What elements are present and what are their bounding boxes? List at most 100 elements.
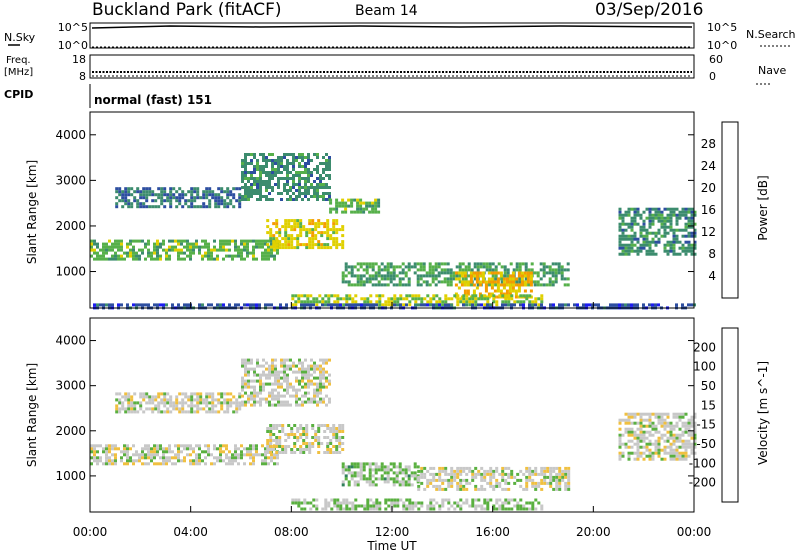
velocity-cell [148,395,152,399]
power-cell [153,257,156,261]
power-cell [411,294,415,298]
power-cell [639,234,643,238]
velocity-cell [214,410,218,414]
power-cell [322,186,325,189]
velocity-cell [305,424,309,427]
power-cell [177,242,180,246]
velocity-cell [272,433,276,436]
power-cell [241,195,244,198]
velocity-cell [648,439,652,443]
power-cell [642,243,646,247]
velocity-cell [338,439,342,442]
velocity-cell [202,398,206,402]
velocity-cell [627,415,631,419]
power-cell [193,205,197,209]
velocity-cell [181,392,185,396]
power-cell [687,222,691,226]
power-cell [477,303,480,307]
power-cell [478,271,482,275]
power-cell [425,280,429,284]
power-cell [187,205,191,209]
velocity-cell [666,430,670,434]
power-cell [494,265,498,269]
velocity-cell [99,459,102,463]
velocity-cell [687,442,691,446]
power-cell [309,300,313,304]
power-cell [437,280,441,284]
power-cell [283,168,286,171]
velocity-cell [690,418,694,422]
velocity-cell [292,388,295,392]
velocity-cell [453,472,457,476]
power-cell [275,243,279,247]
power-cell [514,277,518,281]
power-cell [295,195,298,198]
velocity-cell [438,487,442,491]
power-cell [159,303,162,307]
velocity-cell [278,442,282,445]
power-cell [328,177,331,180]
velocity-cell [271,373,274,377]
velocity-colorbar-tick: -50 [696,437,716,451]
power-cell [648,252,652,256]
velocity-cell [126,450,129,454]
power-cell [246,254,249,258]
power-cell [275,240,279,244]
power-cell [493,289,497,293]
power-cell [314,225,318,229]
power-cell [657,228,661,232]
velocity-cell [513,481,517,485]
power-cell [476,283,480,287]
velocity-cell [462,484,466,488]
power-cell [308,240,312,244]
velocity-cell [639,433,643,437]
velocity-cell [145,407,149,411]
power-cell [105,257,108,261]
velocity-cell [669,436,673,440]
power-cell [229,190,233,194]
velocity-cell [319,376,322,380]
power-cell [467,274,471,278]
power-cell [174,248,177,252]
velocity-cell [198,444,201,448]
velocity-cell [90,444,93,448]
power-cell [648,222,652,226]
velocity-cell [133,404,137,408]
power-cell [244,156,247,159]
power-cell [295,189,298,192]
velocity-cell [333,498,337,502]
velocity-cell [657,448,661,452]
velocity-cell [558,466,562,470]
power-cell [576,303,579,307]
power-cell [278,231,282,235]
power-cell [159,257,162,261]
velocity-cell [259,385,262,389]
power-cell [645,207,649,211]
velocity-cell [537,484,541,488]
velocity-cell [322,397,325,401]
velocity-cell [316,403,319,407]
power-cell [201,239,204,243]
power-cell [241,162,244,165]
power-cell [159,242,162,246]
power-cell [171,303,174,307]
velocity-cell [299,448,303,451]
power-cell [618,240,622,244]
power-cell [271,162,274,165]
velocity-cell [426,507,430,511]
power-cell [494,283,498,287]
velocity-ytick-label: 3000 [55,379,86,393]
power-cell [511,286,515,290]
power-cell [428,262,432,266]
velocity-cell [453,501,457,505]
power-cell [639,246,643,250]
power-cell [228,239,231,243]
power-cell [669,225,673,229]
velocity-cell [299,436,303,439]
power-cell [184,199,188,203]
power-cell [305,246,309,250]
power-cell [687,231,691,235]
velocity-cell [465,478,469,482]
velocity-cell [495,501,499,505]
velocity-cell [284,433,288,436]
